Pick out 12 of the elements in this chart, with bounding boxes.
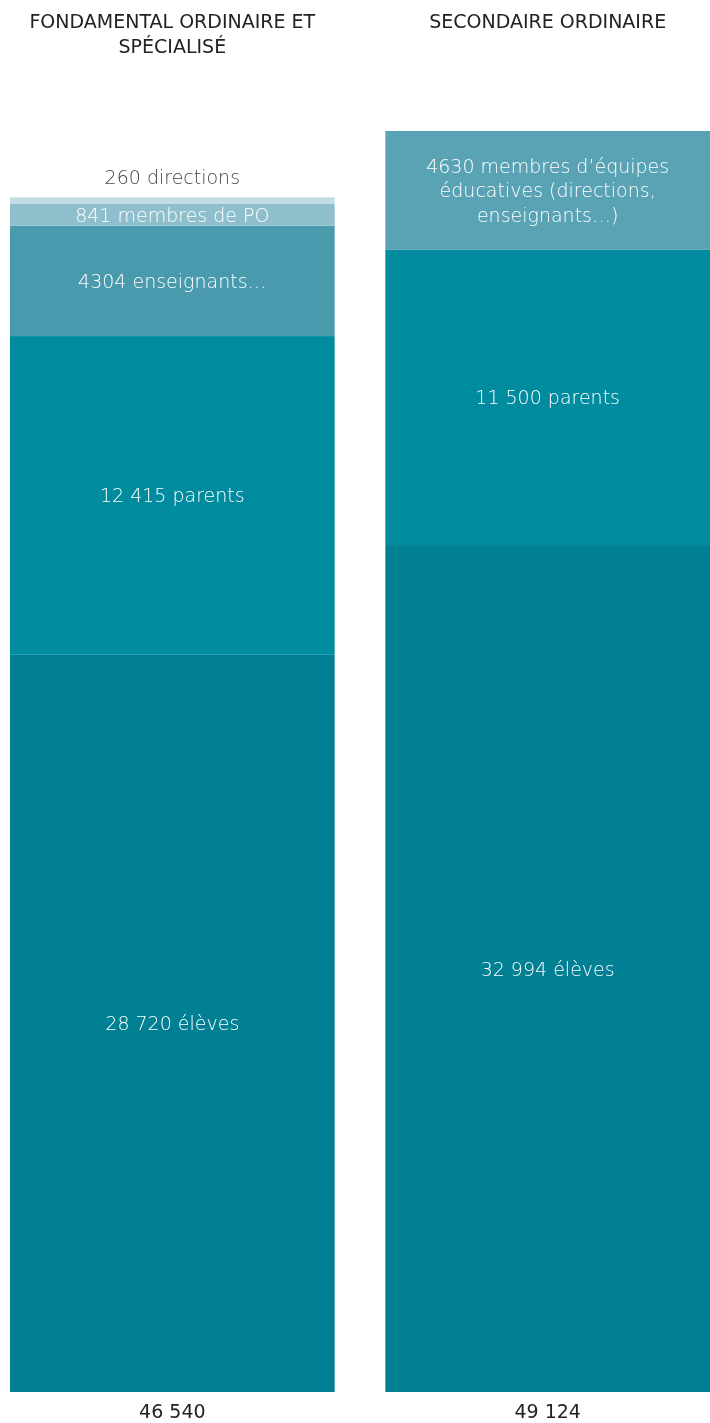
- data-label: 12 415 parents: [99, 484, 245, 507]
- data-label: 11 500 parents: [475, 386, 621, 409]
- data-label: 4630 membres d’équipes éducatives (directions, enseignants…): [426, 154, 670, 227]
- x-tick-label: FONDAMENTAL ORDINAIRE ET SPÉCIALISÉ: [29, 10, 316, 57]
- data-label: 28 720 élèves: [105, 1012, 240, 1035]
- data-label: 32 994 élèves: [480, 957, 615, 980]
- total-label: 49 124: [514, 1400, 581, 1422]
- data-label: 841 membres de PO: [75, 203, 270, 226]
- data-label: 4304 enseignants…: [78, 269, 267, 292]
- data-label: 260 directions: [104, 165, 241, 188]
- x-tick-label: SECONDAIRE ORDINAIRE: [429, 10, 667, 32]
- total-label: 46 540: [139, 1400, 206, 1422]
